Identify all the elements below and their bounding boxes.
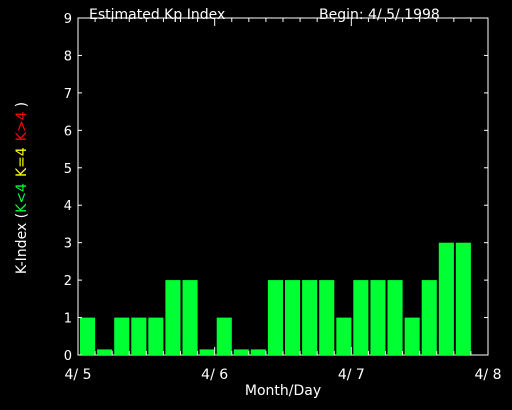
kp-bar bbox=[353, 280, 369, 355]
y-tick-label: 9 bbox=[64, 12, 72, 27]
kp-bar bbox=[336, 317, 352, 355]
kp-bar bbox=[148, 317, 164, 355]
y-axis-label-mid: K=4 bbox=[14, 147, 30, 177]
y-axis-label-suffix: ) bbox=[14, 102, 30, 107]
kp-bar bbox=[302, 280, 318, 355]
kp-bar bbox=[216, 317, 232, 355]
kp-bar bbox=[233, 349, 249, 355]
kp-bar bbox=[438, 242, 454, 355]
x-axis: 4/ 5 4/ 6 4/ 7 4/ 8 bbox=[65, 18, 502, 383]
y-axis: 0 1 2 3 4 5 6 7 8 9 bbox=[64, 12, 488, 364]
kp-bar bbox=[199, 349, 215, 355]
y-axis-label-prefix: K-Index ( bbox=[14, 213, 30, 274]
y-tick-label: 4 bbox=[64, 199, 72, 214]
kp-bar bbox=[285, 280, 301, 355]
kp-bar bbox=[421, 280, 437, 355]
kp-bar bbox=[97, 349, 113, 355]
begin-date-label: Begin: 4/ 5/ 1998 bbox=[319, 7, 440, 23]
y-axis-label-low: K<4 bbox=[14, 183, 30, 213]
x-axis-label: Month/Day bbox=[245, 383, 321, 399]
kp-bar bbox=[131, 317, 147, 355]
kp-bar bbox=[370, 280, 386, 355]
x-tick-label: 4/ 8 bbox=[475, 367, 502, 383]
kp-bar bbox=[165, 280, 181, 355]
y-tick-label: 8 bbox=[64, 49, 72, 64]
y-tick-label: 0 bbox=[64, 349, 72, 364]
kp-bar bbox=[319, 280, 335, 355]
y-tick-label: 5 bbox=[64, 162, 72, 177]
y-axis-label-high: K>4 bbox=[14, 111, 30, 141]
x-tick-label: 4/ 5 bbox=[65, 367, 92, 383]
y-tick-label: 6 bbox=[64, 124, 72, 139]
y-tick-label: 7 bbox=[64, 87, 72, 102]
kp-bar bbox=[80, 317, 96, 355]
kp-bar bbox=[404, 317, 420, 355]
x-tick-label: 4/ 6 bbox=[201, 367, 228, 383]
kp-bar bbox=[455, 242, 471, 355]
y-tick-label: 3 bbox=[64, 237, 72, 252]
kp-bar bbox=[182, 280, 198, 355]
kp-bar bbox=[267, 280, 283, 355]
kp-bar bbox=[387, 280, 403, 355]
x-tick-label: 4/ 7 bbox=[338, 367, 365, 383]
y-axis-label: K-Index (K<4 K=4 K>4) bbox=[14, 102, 30, 274]
chart-title: Estimated Kp Index bbox=[89, 7, 225, 23]
y-tick-label: 1 bbox=[64, 312, 72, 327]
y-tick-label: 2 bbox=[64, 274, 72, 289]
bars-group bbox=[80, 242, 471, 355]
kp-bar bbox=[114, 317, 130, 355]
kp-bar bbox=[250, 349, 266, 355]
